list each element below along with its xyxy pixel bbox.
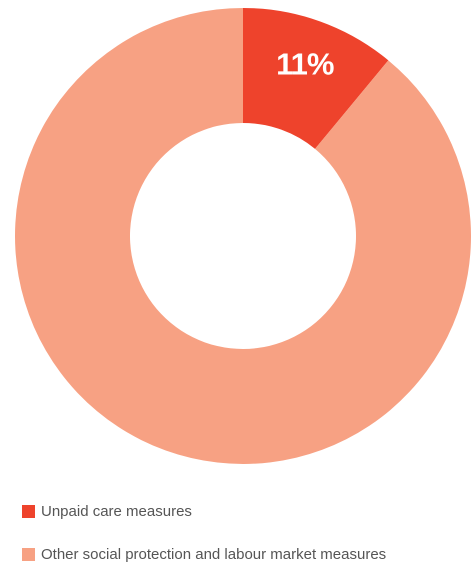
legend-label: Other social protection and labour marke… [41, 546, 386, 563]
legend-label: Unpaid care measures [41, 503, 192, 520]
value-label: 11% [276, 46, 334, 81]
donut-segment [243, 8, 389, 149]
legend-swatch [22, 548, 35, 561]
legend-swatch [22, 505, 35, 518]
donut-segment [14, 8, 472, 464]
